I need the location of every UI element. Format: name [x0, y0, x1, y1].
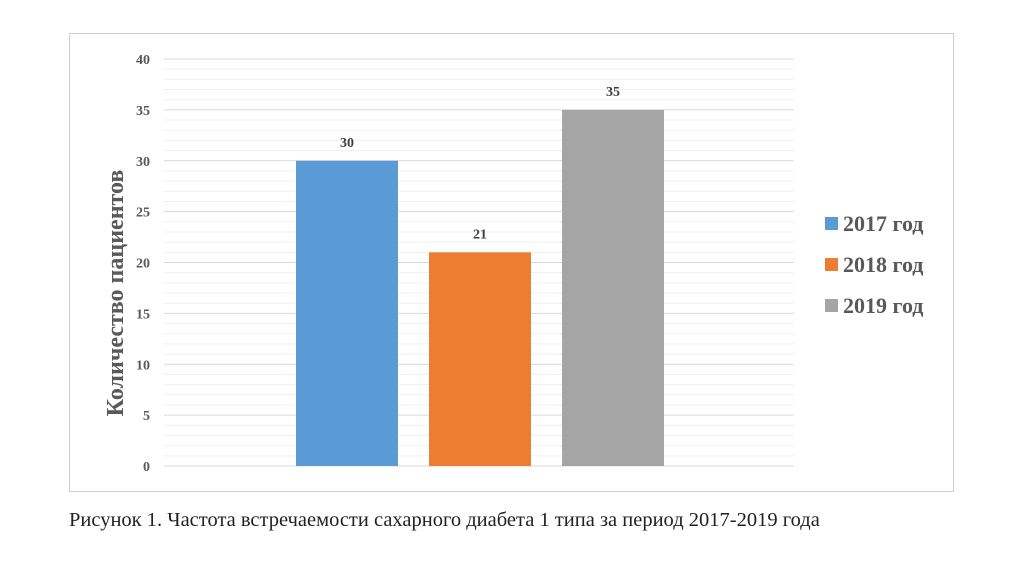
y-tick-label: 15	[136, 307, 150, 322]
legend: 2017 год 2018 год 2019 год	[825, 211, 923, 318]
y-tick-label: 25	[136, 206, 150, 221]
y-tick-label: 10	[136, 358, 150, 373]
chart-frame: 0 5 10 15 20 25 30 35 40 30 21 35 Количество пацие…	[69, 33, 954, 492]
data-label: 21	[473, 227, 487, 242]
bar	[429, 252, 531, 466]
y-tick-label: 0	[143, 460, 150, 475]
y-axis-ticks: 0 5 10 15 20 25 30 35 40	[136, 53, 150, 475]
data-label: 30	[340, 136, 354, 151]
bar	[562, 109, 664, 466]
bar-chart: 0 5 10 15 20 25 30 35 40 30 21 35 Количество пацие…	[103, 53, 923, 475]
y-tick-label: 20	[136, 257, 150, 272]
data-labels: 30 21 35	[340, 85, 620, 242]
legend-swatch	[825, 258, 838, 271]
y-tick-label: 30	[136, 155, 150, 170]
y-tick-label: 5	[143, 409, 150, 424]
legend-entry: 2017 год	[843, 211, 923, 236]
legend-swatch	[825, 217, 838, 230]
figure-caption: Рисунок 1. Частота встречаемости сахарно…	[69, 509, 820, 531]
bar	[296, 160, 398, 466]
y-tick-label: 40	[136, 53, 150, 68]
bars	[296, 109, 664, 466]
legend-entry: 2018 год	[843, 252, 923, 277]
data-label: 35	[606, 85, 620, 100]
y-tick-label: 35	[136, 104, 150, 119]
legend-swatch	[825, 299, 838, 312]
y-axis-label: Количество пациентов	[103, 170, 129, 417]
legend-entry: 2019 год	[843, 293, 923, 318]
